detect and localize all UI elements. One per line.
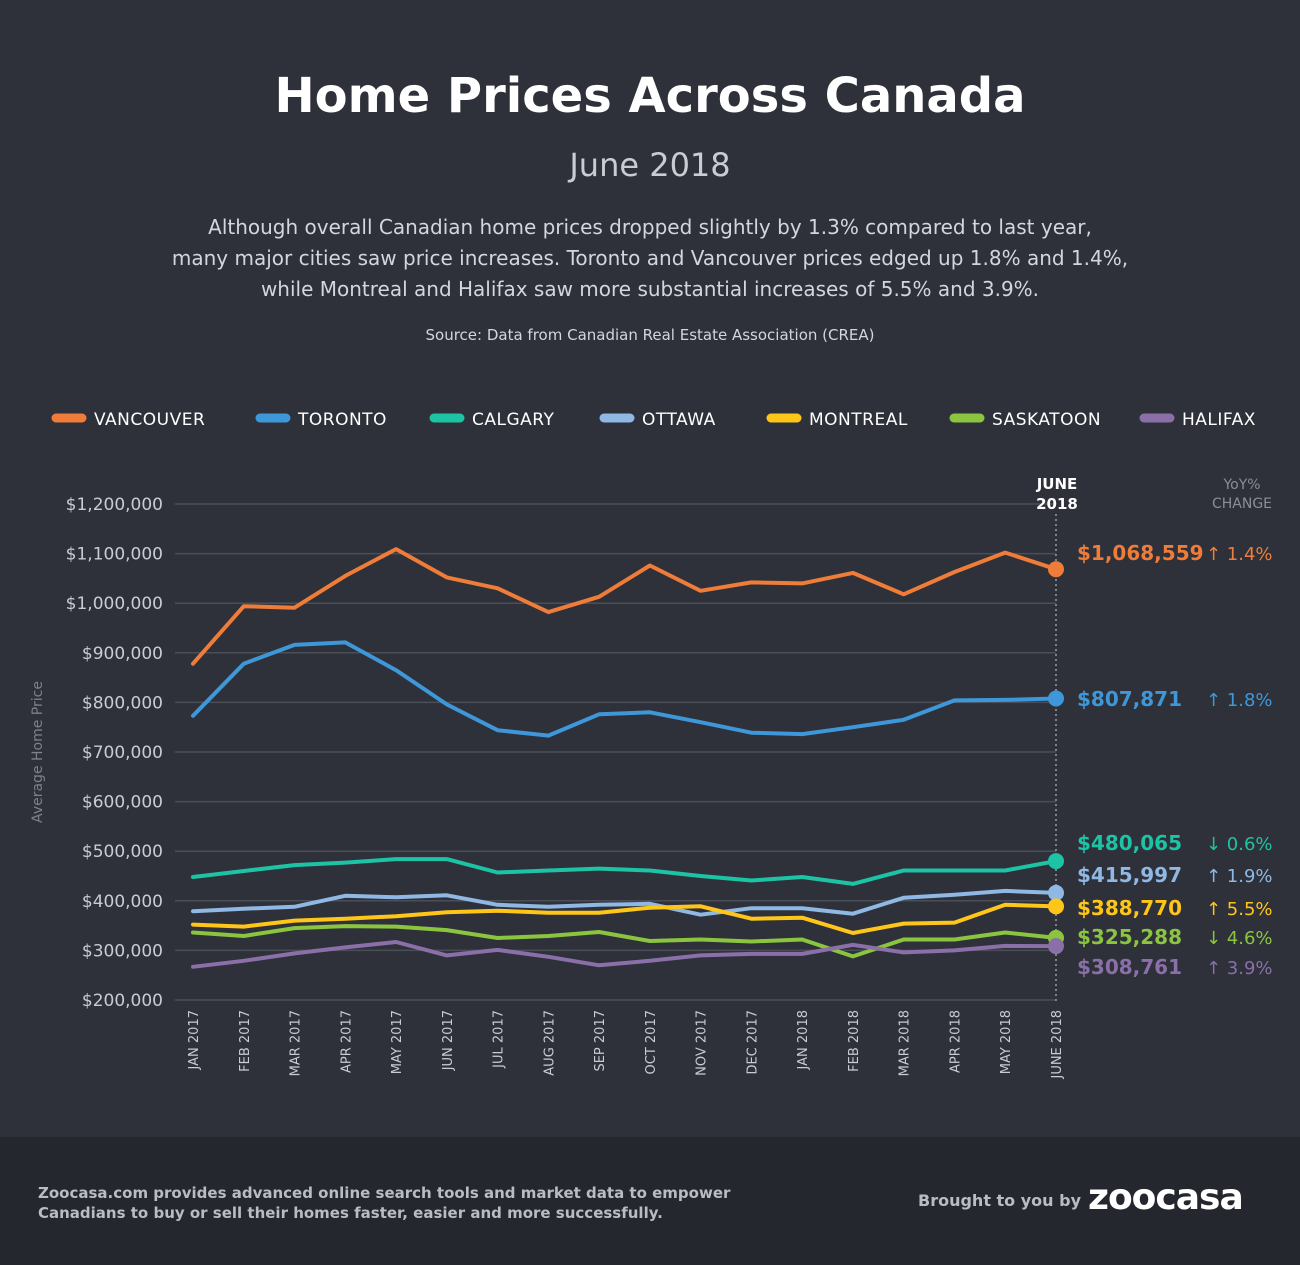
end-value-label: $415,997 — [1077, 863, 1182, 887]
series-line-calgary — [191, 857, 1058, 886]
yoy-change-label: ↓ 0.6% — [1206, 834, 1273, 855]
x-tick-label: JUL 2017 — [492, 1010, 507, 1069]
end-point-montreal — [1048, 898, 1064, 915]
end-point-toronto — [1048, 690, 1064, 707]
legend-label: SASKATOON — [992, 410, 1101, 430]
x-tick-label: FEB 2018 — [847, 1010, 862, 1072]
y-tick-label: $1,000,000 — [66, 594, 163, 614]
end-point-calgary — [1048, 853, 1064, 870]
series-line-saskatoon — [191, 924, 1058, 959]
x-tick-label: FEB 2017 — [238, 1010, 253, 1072]
end-value-label: $1,068,559 — [1077, 541, 1204, 565]
y-tick-label: $200,000 — [82, 991, 163, 1011]
end-value-label: $325,288 — [1077, 925, 1182, 949]
x-tick-label: JAN 2017 — [187, 1010, 202, 1070]
y-axis-label: Average Home Price — [30, 681, 46, 823]
x-tick-label: MAR 2018 — [898, 1010, 913, 1076]
end-value-label: $308,761 — [1077, 955, 1182, 979]
end-header-line2: 2018 — [1036, 495, 1078, 513]
end-point-ottawa — [1048, 884, 1064, 901]
chart-subtitle: June 2018 — [569, 146, 731, 184]
y-tick-label: $500,000 — [82, 842, 163, 862]
yoy-change-label: ↑ 1.9% — [1206, 866, 1273, 887]
brought-by-text: Brought to you by — [918, 1191, 1082, 1210]
x-tick-label: APR 2018 — [948, 1010, 963, 1073]
x-tick-label: DEC 2017 — [745, 1010, 760, 1075]
x-tick-label: MAY 2017 — [390, 1010, 405, 1074]
footer-description: Zoocasa.com provides advanced online sea… — [38, 1183, 758, 1223]
x-tick-label: JUN 2017 — [441, 1010, 456, 1071]
yoy-header-line1: YoY% — [1222, 477, 1260, 493]
legend-label: HALIFAX — [1182, 410, 1256, 430]
x-tick-label: MAY 2018 — [999, 1010, 1014, 1074]
yoy-change-label: ↑ 1.4% — [1206, 544, 1273, 565]
legend-label: CALGARY — [472, 410, 554, 430]
end-value-label: $807,871 — [1077, 687, 1182, 711]
footer: Zoocasa.com provides advanced online sea… — [0, 1137, 1300, 1265]
description-line: while Montreal and Halifax saw more subs… — [260, 277, 1040, 301]
line-chart: $200,000 $300,000 $400,000 $500,000 $600,000… — [30, 410, 1273, 1080]
x-tick-label: JUNE 2018 — [1050, 1010, 1065, 1080]
y-tick-label: $300,000 — [82, 941, 163, 961]
zoocasa-logo[interactable]: zoocasa — [1088, 1177, 1244, 1218]
yoy-change-label: ↑ 3.9% — [1206, 958, 1273, 979]
y-tick-label: $900,000 — [82, 644, 163, 664]
series-line-montreal — [191, 902, 1058, 935]
description-line: many major cities saw price increases. T… — [171, 246, 1129, 270]
series-line-halifax — [191, 940, 1058, 969]
series-line-vancouver — [191, 547, 1058, 666]
yoy-change-label: ↓ 4.6% — [1206, 928, 1273, 949]
x-tick-label: SEP 2017 — [593, 1010, 608, 1072]
y-tick-label: $1,100,000 — [66, 545, 163, 565]
y-tick-label: $600,000 — [82, 793, 163, 813]
series-line-toronto — [191, 640, 1058, 738]
y-tick-label: $1,200,000 — [66, 495, 163, 515]
footer-line: Zoocasa.com provides advanced online sea… — [38, 1184, 731, 1202]
y-tick-label: $400,000 — [82, 892, 163, 912]
chart-title: Home Prices Across Canada — [274, 68, 1026, 124]
legend-label: TORONTO — [297, 410, 387, 430]
end-point-halifax — [1048, 938, 1064, 955]
source-note: Source: Data from Canadian Real Estate A… — [425, 326, 875, 344]
end-header-line1: JUNE — [1036, 475, 1078, 493]
x-tick-label: AUG 2017 — [542, 1010, 557, 1076]
chart-description: Although overall Canadian home prices dr… — [110, 212, 1190, 305]
yoy-change-label: ↑ 1.8% — [1206, 690, 1273, 711]
y-tick-label: $800,000 — [82, 693, 163, 713]
x-tick-label: APR 2017 — [339, 1010, 354, 1073]
x-tick-label: OCT 2017 — [644, 1010, 659, 1074]
series-line-ottawa — [191, 888, 1058, 917]
end-value-label: $388,770 — [1077, 896, 1182, 920]
end-value-label: $480,065 — [1077, 831, 1182, 855]
footer-line: Canadians to buy or sell their homes fas… — [38, 1204, 663, 1222]
x-tick-label: MAR 2017 — [289, 1010, 304, 1076]
yoy-change-label: ↑ 5.5% — [1206, 899, 1273, 920]
legend-label: VANCOUVER — [94, 410, 205, 430]
x-tick-label: JAN 2018 — [796, 1010, 811, 1070]
x-tick-label: NOV 2017 — [695, 1010, 710, 1076]
end-point-vancouver — [1048, 561, 1064, 578]
y-tick-label: $700,000 — [82, 743, 163, 763]
description-line: Although overall Canadian home prices dr… — [208, 215, 1092, 239]
legend-label: OTTAWA — [642, 410, 716, 430]
legend-label: MONTREAL — [809, 410, 908, 430]
yoy-header-line2: CHANGE — [1212, 496, 1272, 512]
